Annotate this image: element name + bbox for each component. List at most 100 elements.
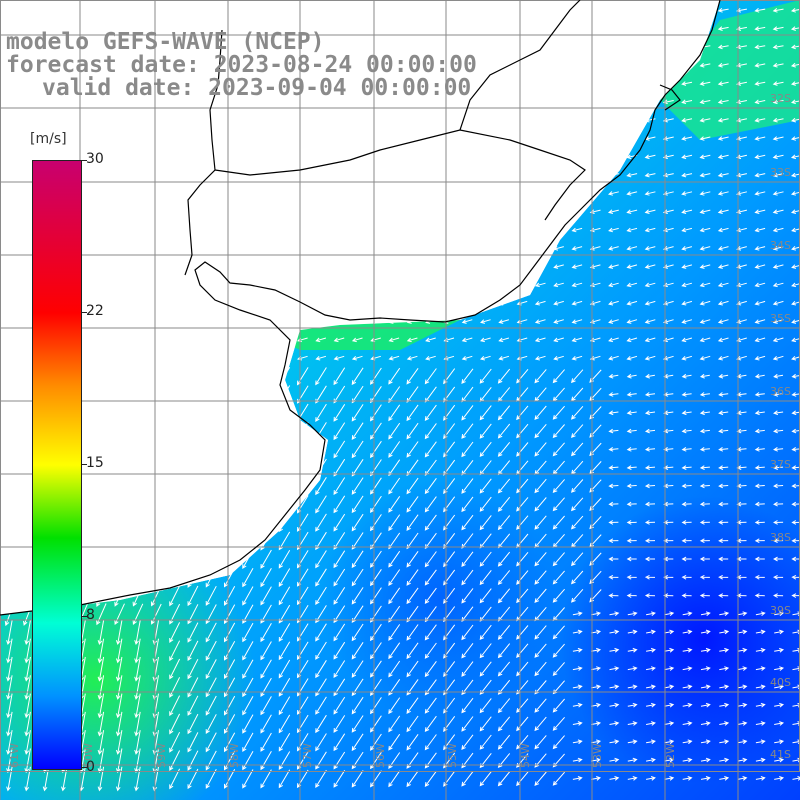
wind-arrow xyxy=(644,465,656,470)
wind-arrow xyxy=(169,713,181,735)
colorbar-unit: [m/s] xyxy=(30,131,67,147)
wind-arrow xyxy=(479,515,492,531)
wind-arrow xyxy=(534,643,547,658)
wind-arrow xyxy=(718,574,729,580)
wind-arrow xyxy=(333,477,346,495)
wind-arrow xyxy=(772,117,784,123)
wind-arrow xyxy=(608,246,619,251)
wind-arrow xyxy=(663,465,674,470)
wind-arrow xyxy=(97,730,105,755)
wind-arrow xyxy=(608,501,619,507)
wind-arrow xyxy=(205,640,217,661)
wind-arrow xyxy=(516,551,529,567)
wind-arrow xyxy=(169,695,181,717)
wind-arrow xyxy=(699,574,710,580)
wind-arrow xyxy=(644,319,656,324)
wind-arrow xyxy=(755,776,766,781)
wind-arrow xyxy=(187,768,199,790)
wind-arrow xyxy=(681,300,693,306)
wind-arrow xyxy=(388,422,401,440)
wind-arrow xyxy=(754,227,766,233)
wind-arrow xyxy=(608,520,619,525)
wind-arrow xyxy=(552,771,565,786)
wind-arrow xyxy=(774,739,785,745)
wind-arrow xyxy=(497,441,511,457)
wind-arrow xyxy=(626,520,637,525)
wind-arrow xyxy=(772,264,784,269)
wind-arrow xyxy=(552,442,565,457)
wind-arrow xyxy=(351,532,364,550)
wind-arrow xyxy=(790,81,800,86)
wind-arrow xyxy=(187,713,199,735)
wind-arrow xyxy=(97,693,105,719)
wind-arrow xyxy=(388,496,401,513)
wind-arrow xyxy=(333,550,346,569)
wind-arrow xyxy=(406,404,419,422)
wind-arrow xyxy=(534,355,546,361)
wind-arrow xyxy=(737,611,748,616)
wind-arrow xyxy=(425,355,436,361)
wind-arrow xyxy=(699,99,711,105)
wind-arrow xyxy=(773,501,784,507)
wind-arrow xyxy=(187,622,199,643)
wind-arrow xyxy=(773,428,784,434)
wind-arrow xyxy=(626,483,637,489)
wind-arrow xyxy=(571,442,584,457)
wind-arrow xyxy=(700,647,711,653)
wind-arrow xyxy=(662,300,674,306)
wind-arrow xyxy=(718,538,729,544)
wind-arrow xyxy=(790,154,800,160)
wind-arrow xyxy=(754,465,765,470)
wind-arrow xyxy=(662,246,674,251)
wind-arrow xyxy=(479,588,492,604)
wind-arrow xyxy=(278,659,291,679)
wind-arrow xyxy=(315,568,327,587)
wind-arrow xyxy=(609,647,620,653)
wind-arrow xyxy=(6,730,13,755)
colorbar-tick-15: 15 xyxy=(86,455,104,471)
wind-arrow xyxy=(534,478,547,494)
wind-arrow xyxy=(646,776,656,781)
wind-arrow xyxy=(169,622,181,643)
wind-arrow xyxy=(97,656,105,682)
wind-arrow xyxy=(681,446,692,452)
wind-arrow xyxy=(717,44,729,50)
wind-arrow xyxy=(754,373,765,379)
wind-arrow xyxy=(497,368,511,384)
wind-arrow xyxy=(479,441,492,458)
wind-arrow xyxy=(717,81,729,86)
wind-arrow xyxy=(608,410,619,416)
wind-arrow xyxy=(681,136,693,141)
wind-arrow xyxy=(97,620,105,646)
wind-arrow xyxy=(461,771,474,787)
wind-arrow xyxy=(663,410,674,416)
wind-arrow xyxy=(699,136,711,141)
wind-arrow xyxy=(664,666,675,671)
wind-arrow xyxy=(736,282,747,288)
wind-arrow xyxy=(717,191,729,196)
wind-arrow xyxy=(700,666,711,671)
wind-arrow xyxy=(479,624,492,641)
wind-arrow xyxy=(516,734,529,750)
wind-arrow xyxy=(6,656,13,682)
wind-arrow xyxy=(699,264,711,269)
wind-arrow xyxy=(260,659,272,679)
wind-arrow xyxy=(534,570,547,585)
wind-arrow xyxy=(516,515,529,530)
colorbar-gradient xyxy=(32,160,82,770)
wind-arrow xyxy=(278,751,291,770)
wind-arrow xyxy=(627,666,638,671)
wind-arrow xyxy=(663,501,674,507)
wind-arrow xyxy=(717,355,729,361)
wind-arrow xyxy=(242,714,254,734)
wind-arrow xyxy=(242,659,254,679)
wind-arrow xyxy=(260,696,272,716)
wind-arrow xyxy=(627,647,638,653)
wind-arrow xyxy=(388,770,401,788)
wind-arrow xyxy=(333,440,346,459)
wind-arrow xyxy=(754,81,766,86)
wind-arrow xyxy=(699,538,710,544)
wind-arrow xyxy=(664,629,675,635)
wind-arrow xyxy=(755,666,766,671)
wind-arrow xyxy=(626,172,638,178)
